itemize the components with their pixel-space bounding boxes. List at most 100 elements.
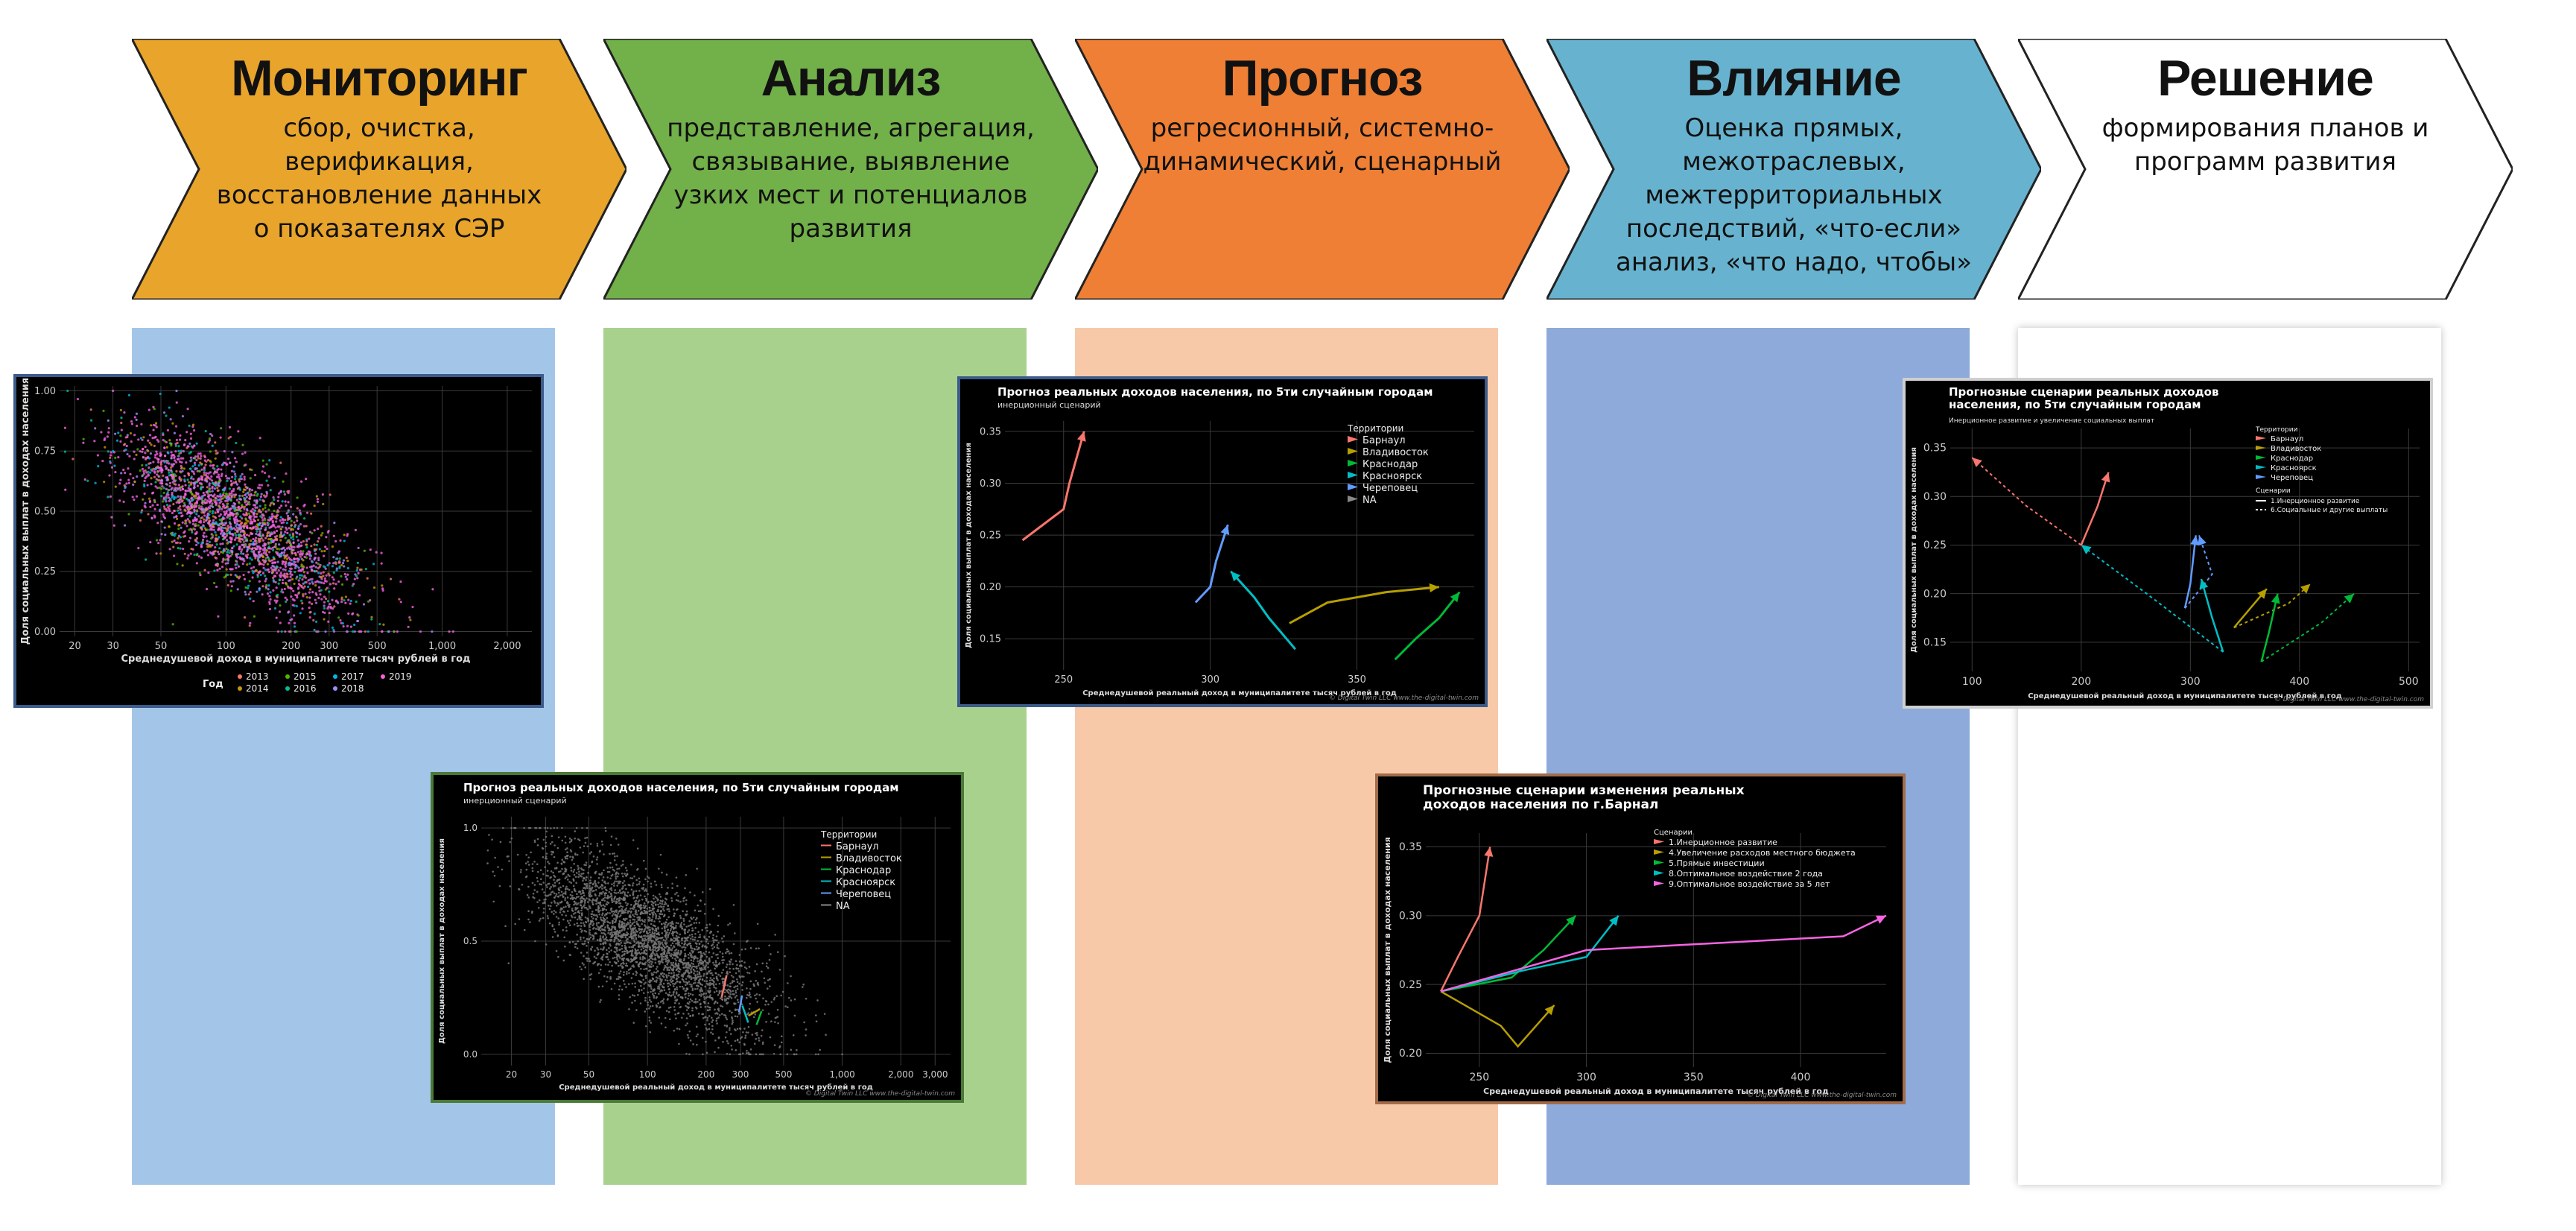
x-tick-label: 300 — [1201, 674, 1219, 686]
legend-title: Год — [203, 679, 223, 690]
chart4-svg: 250 300 350 400 0.20 0.25 0.30 0.35 Среднедушево… — [1383, 783, 1897, 1099]
legend-item: 2018 — [341, 683, 364, 694]
y-tick-label: 0.30 — [1923, 491, 1947, 503]
y-tick-label: 0.35 — [1399, 841, 1422, 853]
arrow-head — [1429, 583, 1439, 592]
stage-description: Оценка прямых, межотраслевых, межтерритори… — [1615, 113, 1973, 277]
legend-item: 2017 — [341, 671, 364, 682]
chart2-svg: 20 30 50 100 200 300 500 1,000 2,000 3,000 0.0 0.5 1… — [438, 781, 955, 1098]
series-line — [2080, 472, 2110, 545]
arrow-head — [1876, 915, 1886, 924]
x-tick-label: 400 — [1791, 1072, 1811, 1083]
legend-item: 2014 — [246, 683, 269, 694]
chart-forecast-lines: 250 300 350 0.15 0.20 0.25 0.30 0.35 Среднедушев… — [957, 376, 1488, 707]
y-axis-label: Доля социальных выплат в доходах населен… — [20, 378, 31, 645]
legend-item: Владивосток — [2271, 445, 2321, 453]
legend-item: NA — [1362, 495, 1377, 506]
legend-swatch — [2256, 465, 2266, 469]
scatter-points — [63, 389, 454, 633]
x-tick-label: 100 — [639, 1069, 656, 1080]
legend-item: 9.Оптимальное воздействие за 5 лет — [1669, 879, 1830, 889]
series-line — [1021, 431, 1085, 542]
legend-item: Красноярск — [2271, 464, 2317, 472]
chart-subtitle: инерционный сценарий — [463, 796, 567, 806]
stage-title: Влияние — [1687, 50, 1901, 107]
chevron-forecast: Прогноз регресионный, системно-динамическ… — [1075, 39, 1570, 300]
x-tick-label: 350 — [1348, 674, 1366, 686]
x-tick-label: 50 — [583, 1069, 594, 1080]
series-line — [1230, 570, 1296, 651]
x-tick-label: 300 — [320, 641, 338, 652]
x-tick-label: 350 — [1684, 1072, 1704, 1083]
arrow-head — [2190, 535, 2200, 545]
y-tick-label: 0.0 — [463, 1049, 478, 1060]
x-tick-label: 250 — [1469, 1072, 1489, 1083]
legend-swatch — [1654, 849, 1664, 855]
y-axis-label: Доля социальных выплат в доходах населен… — [1910, 447, 1918, 653]
chart-title: Прогнозные сценарии реальных доходов насе… — [1949, 385, 2218, 411]
legend-item: 4.Увеличение расходов местного бюджета — [1669, 848, 1856, 858]
y-tick-label: 0.25 — [1923, 539, 1947, 551]
y-tick-label: 0.35 — [980, 426, 1001, 437]
legend-item: 8.Оптимальное воздействие 2 года — [1669, 869, 1823, 879]
x-tick-label: 100 — [217, 641, 235, 652]
legend-item: Владивосток — [836, 853, 902, 864]
series-line — [2260, 593, 2279, 662]
x-tick-label: 30 — [107, 641, 119, 652]
arrow-head — [2271, 593, 2280, 604]
chart-subtitle: Инерционное развитие и увеличение социал… — [1949, 417, 2154, 425]
arrow-head — [1609, 915, 1619, 926]
stage-description: сбор, очистка, верификация, восстановление… — [216, 113, 542, 244]
x-tick-label: 250 — [1054, 674, 1073, 686]
credit: © Digital Twin LLC www.the-digital-twin.… — [1329, 694, 1479, 702]
series-line — [1439, 846, 1491, 992]
chevron-impact: Влияние Оценка прямых, межотраслевых, межте… — [1546, 39, 2041, 300]
chart-title: Прогноз реальных доходов населения, по 5… — [997, 385, 1433, 399]
legend-swatch — [2256, 455, 2266, 460]
x-tick-label: 2,000 — [493, 641, 521, 652]
x-axis-label: Среднедушевой реальный доход в муниципал… — [559, 1083, 873, 1092]
legend-item: 2015 — [294, 671, 317, 682]
arrow-head — [2198, 535, 2207, 546]
y-axis-label: Доля социальных выплат в доходах населен… — [965, 443, 973, 648]
y-tick-label: 0.25 — [1399, 979, 1422, 991]
y-tick-label: 0.5 — [463, 936, 478, 946]
y-tick-label: 0.00 — [34, 627, 56, 638]
chevron-monitoring: Мониторинг сбор, очистка, верификация, восс… — [132, 39, 626, 300]
legend-swatch — [1348, 496, 1358, 502]
x-tick-label: 300 — [1576, 1072, 1596, 1083]
series-arrow — [720, 975, 728, 999]
legend-item: 6.Социальные и другие выплаты — [2271, 507, 2388, 514]
x-tick-label: 2,000 — [888, 1069, 913, 1080]
y-tick-label: 0.50 — [34, 506, 56, 517]
y-tick-label: 1.0 — [463, 823, 478, 833]
x-tick-label: 100 — [1962, 676, 1982, 688]
series-arrow — [755, 1010, 763, 1025]
legend-swatch — [1348, 484, 1358, 490]
y-tick-label: 0.25 — [980, 530, 1001, 541]
legend-item: Череповец — [1362, 483, 1418, 494]
x-axis-label: Среднедушевой реальный доход в муниципал… — [1082, 689, 1397, 697]
legend-item: Краснодар — [1362, 459, 1418, 470]
stage-title: Прогноз — [1222, 50, 1424, 107]
series-line — [2200, 578, 2224, 653]
arrow-head — [1972, 458, 1982, 468]
arrow-head — [1566, 915, 1576, 926]
chevron-decision: Решение формирования планов и программ раз… — [2018, 39, 2513, 300]
x-tick-label: 300 — [732, 1069, 749, 1080]
legend-item: Красноярск — [836, 877, 895, 888]
x-tick-label: 200 — [697, 1069, 714, 1080]
arrow-head — [2300, 583, 2311, 594]
y-tick-label: 0.15 — [980, 634, 1001, 645]
series-arrow — [737, 995, 743, 1013]
chart-impact-scenarios: 250 300 350 400 0.20 0.25 0.30 0.35 Среднедушево… — [1375, 773, 1906, 1104]
x-tick-label: 50 — [155, 641, 168, 652]
arrow-head — [1220, 525, 1230, 536]
legend-item: NA — [836, 901, 850, 912]
x-tick-label: 3,000 — [922, 1069, 948, 1080]
x-tick-label: 1,000 — [829, 1069, 854, 1080]
series-arrow — [748, 1008, 761, 1017]
credit: © Digital Twin LLC www.the-digital-twin.… — [805, 1090, 955, 1098]
legend-swatch — [1654, 839, 1664, 844]
arrow-head — [2199, 579, 2209, 589]
